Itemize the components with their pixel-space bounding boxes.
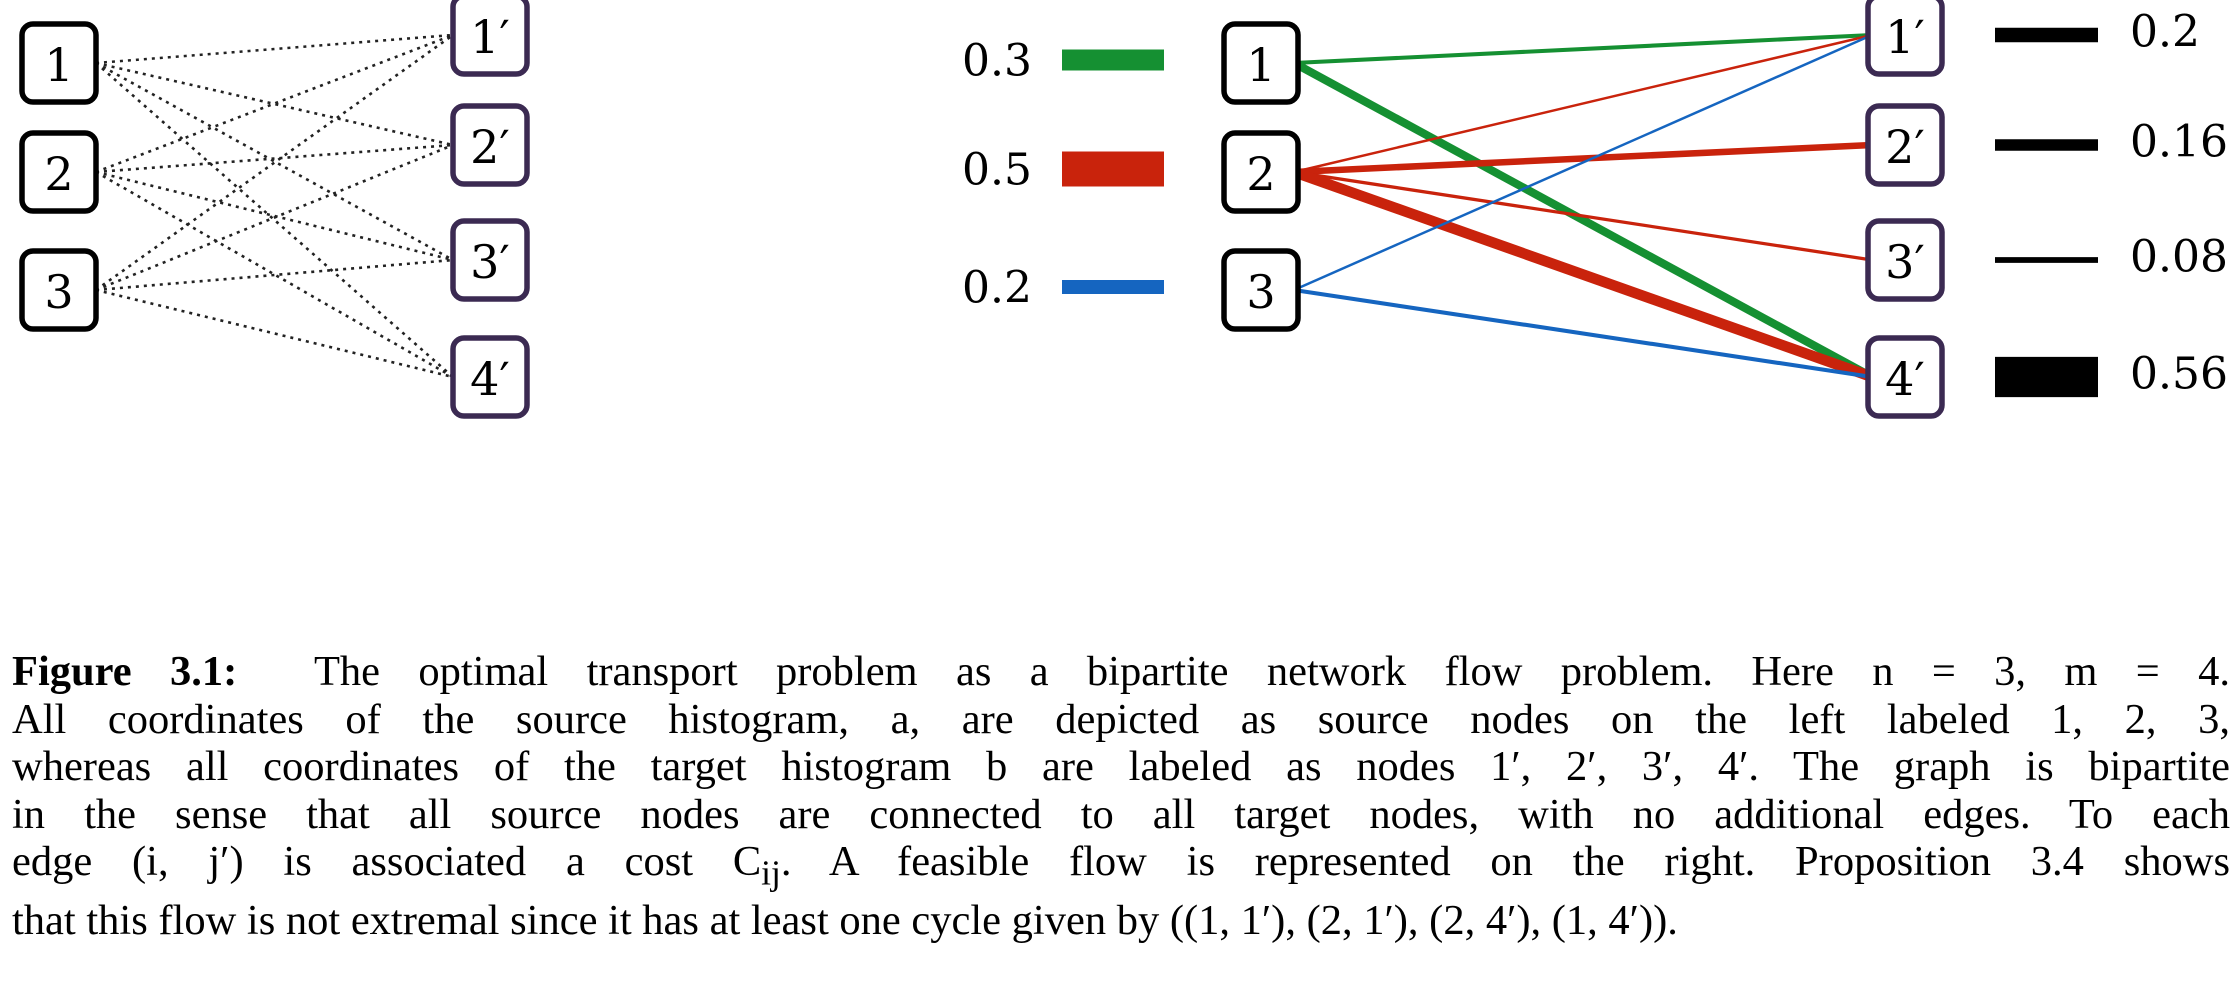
right-target-node-box-2p (1865, 103, 1945, 187)
left-source-node-box-2 (19, 130, 99, 214)
caption-figure-label: Figure 3.1: (12, 648, 238, 695)
left-target-node-4p: 4′ (450, 335, 530, 419)
left-edge-1-2p (95, 61, 454, 147)
flow-1-1p (1293, 32, 1873, 66)
source-mass-label-2: 0.5 (962, 145, 1032, 196)
caption-line-4: in the sense that all source nodes are c… (12, 790, 2230, 838)
left-edge-1-1p (95, 33, 454, 65)
flow-3-1p (1293, 33, 1873, 292)
figure-caption: Figure 3.1: The optimal transport proble… (12, 648, 2230, 945)
left-edge-1-3p (95, 61, 454, 262)
left-edge-3-3p (95, 258, 454, 292)
left-source-node-3: 3 (19, 248, 99, 332)
left-target-node-label-1p: 1′ (470, 10, 510, 64)
left-source-node-box-3 (19, 248, 99, 332)
caption-line-6: that this flow is not extremal since it … (12, 897, 1678, 944)
left-edge-3-2p (95, 143, 454, 292)
right-target-node-3p: 3′ (1865, 218, 1945, 302)
right-source-node-3: 3 (1221, 248, 1301, 332)
left-target-node-label-2p: 2′ (470, 120, 510, 174)
right-target-node-label-4p: 4′ (1885, 352, 1925, 406)
flow-1-4p (1292, 59, 1874, 381)
target-mass-label-2p: 0.16 (2130, 117, 2228, 168)
left-source-node-2: 2 (19, 130, 99, 214)
flow-2-3p (1293, 170, 1873, 262)
target-mass-label-3p: 0.08 (2130, 232, 2228, 283)
right-source-node-label-3: 3 (1246, 265, 1275, 319)
right-target-node-box-3p (1865, 218, 1945, 302)
left-source-node-label-3: 3 (44, 265, 73, 319)
left-edge-2-2p (95, 143, 454, 174)
left-target-node-label-4p: 4′ (470, 352, 510, 406)
left-target-node-3p: 3′ (450, 218, 530, 302)
left-target-node-2p: 2′ (450, 103, 530, 187)
flow-2-4p (1292, 167, 1874, 382)
flow-2-1p (1293, 33, 1873, 174)
left-edge-1-4p (95, 62, 454, 378)
left-edge-2-1p (95, 33, 454, 174)
right-source-node-1: 1 (1221, 21, 1301, 105)
caption-line-1-text: The optimal transport problem as a bipar… (313, 648, 2231, 695)
left-edge-3-1p (95, 33, 454, 292)
right-target-node-2p: 2′ (1865, 103, 1945, 187)
source-mass-label-1: 0.3 (962, 36, 1032, 87)
right-graph-nodes: 1 2 3 1′ 2′ 3′ 4′ (1221, 0, 1945, 419)
flow-3-4p (1293, 287, 1873, 380)
left-target-node-box-4p (450, 335, 530, 419)
right-target-node-box-4p (1865, 335, 1945, 419)
left-edge-2-4p (95, 170, 454, 379)
target-mass-label-4p: 0.56 (2130, 349, 2228, 400)
source-mass-label-3: 0.2 (962, 263, 1032, 314)
left-source-node-label-2: 2 (44, 147, 73, 201)
bipartite-flow-figure: 1 2 3 1′ 2′ 3′ 4′ 0.3 0.5 0.2 0.2 0.16 0.08 0.56 1 2 3… (19, 0, 2228, 419)
target-mass-label-1p: 0.2 (2130, 7, 2200, 58)
left-graph-nodes: 1 2 3 1′ 2′ 3′ 4′ (19, 0, 530, 419)
right-source-node-label-2: 2 (1246, 147, 1275, 201)
left-target-node-1p: 1′ (450, 0, 530, 77)
left-edge-3-4p (95, 288, 454, 379)
right-source-node-box-3 (1221, 248, 1301, 332)
left-target-node-box-3p (450, 218, 530, 302)
caption-line-2: All coordinates of the source histogram,… (12, 695, 2230, 743)
caption-line-3: whereas all coordinates of the target hi… (12, 743, 2230, 790)
caption-line-5: edge (i, j′) is associated a cost Cij. A… (12, 838, 2230, 897)
left-target-node-box-2p (450, 103, 530, 187)
right-target-node-4p: 4′ (1865, 335, 1945, 419)
right-target-node-label-2p: 2′ (1885, 120, 1925, 174)
right-target-node-1p: 1′ (1865, 0, 1945, 77)
left-edge-2-3p (95, 170, 454, 262)
right-source-node-2: 2 (1221, 130, 1301, 214)
right-source-node-box-2 (1221, 130, 1301, 214)
caption-cost-subscript: ij (761, 852, 781, 893)
flow-2-2p (1293, 141, 1873, 176)
right-target-node-label-3p: 3′ (1885, 235, 1925, 289)
right-target-node-box-1p (1865, 0, 1945, 77)
right-graph-flows (1292, 32, 1874, 382)
left-source-node-label-1: 1 (44, 38, 73, 92)
left-target-node-label-3p: 3′ (470, 235, 510, 289)
left-target-node-box-1p (450, 0, 530, 77)
right-source-node-label-1: 1 (1246, 38, 1275, 92)
left-source-node-1: 1 (19, 21, 99, 105)
caption-line-5b: . A feasible flow is represented on the … (780, 838, 2230, 885)
caption-line-5a: edge (i, j′) is associated a cost C (12, 838, 762, 885)
caption-line-1: Figure 3.1: The optimal transport proble… (12, 648, 2230, 696)
right-source-node-box-1 (1221, 21, 1301, 105)
right-graph-mass-legend: 0.3 0.5 0.2 0.2 0.16 0.08 0.56 (962, 7, 2228, 400)
left-source-node-box-1 (19, 21, 99, 105)
right-target-node-label-1p: 1′ (1885, 10, 1925, 64)
left-graph-edges (95, 33, 454, 379)
